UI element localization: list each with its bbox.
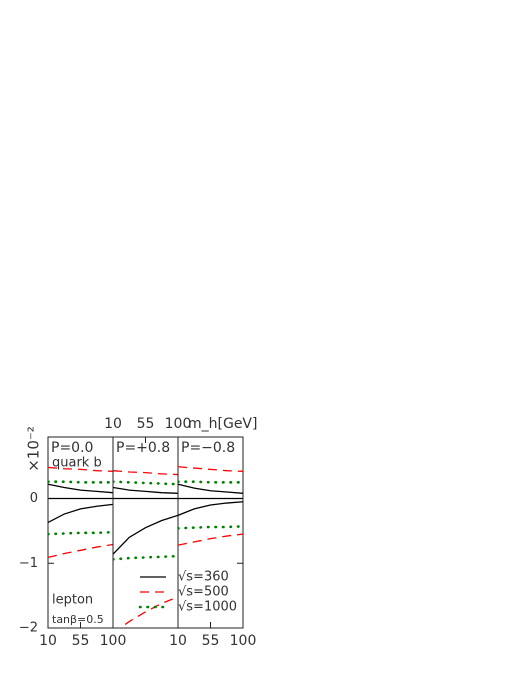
legend-label: √s=1000 xyxy=(178,600,237,615)
y-tick-label: 0 xyxy=(30,491,38,506)
series-line xyxy=(178,525,243,530)
series-line xyxy=(113,470,178,476)
legend-label: √s=360 xyxy=(178,570,229,585)
annotation: tanβ=0.5 xyxy=(52,613,104,626)
annotation: quark b xyxy=(52,456,102,471)
x-tick-label: 55 xyxy=(72,633,90,649)
x-tick-label: 100 xyxy=(230,633,257,649)
panel-title: P=−0.8 xyxy=(181,440,235,456)
series-line xyxy=(48,543,113,559)
series-line xyxy=(48,466,113,472)
series-line xyxy=(48,483,113,494)
x-tick-label: 100 xyxy=(165,416,192,432)
x-tick-label: 10 xyxy=(39,633,57,649)
y-tick-label: −1 xyxy=(19,556,38,571)
series-line xyxy=(178,483,243,494)
series-line xyxy=(48,480,113,484)
y-tick-label: −2 xyxy=(19,621,38,636)
x-tick-label: 10 xyxy=(169,633,187,649)
x-axis-label: m_h[GeV] xyxy=(188,416,257,432)
legend-label: √s=500 xyxy=(178,585,229,600)
series-line xyxy=(119,596,178,628)
series-line xyxy=(113,514,178,555)
y-axis-label: ×10⁻² xyxy=(25,426,43,472)
series-line xyxy=(48,530,113,536)
x-tick-label: 10 xyxy=(104,416,122,432)
x-tick-label: 100 xyxy=(100,633,127,649)
panel-title: P=+0.8 xyxy=(116,440,170,456)
series-line xyxy=(113,554,178,561)
series-line xyxy=(113,486,178,494)
series-line xyxy=(178,466,243,472)
panel-title: P=0.0 xyxy=(51,440,93,456)
series-line xyxy=(178,501,243,516)
x-tick-label: 55 xyxy=(202,633,220,649)
series-line xyxy=(48,503,113,524)
series-line xyxy=(113,480,178,486)
x-tick-label: 55 xyxy=(137,416,155,432)
series-line xyxy=(178,533,243,546)
series-line xyxy=(178,480,243,484)
panel-frame xyxy=(112,436,179,629)
annotation: lepton xyxy=(52,593,93,608)
